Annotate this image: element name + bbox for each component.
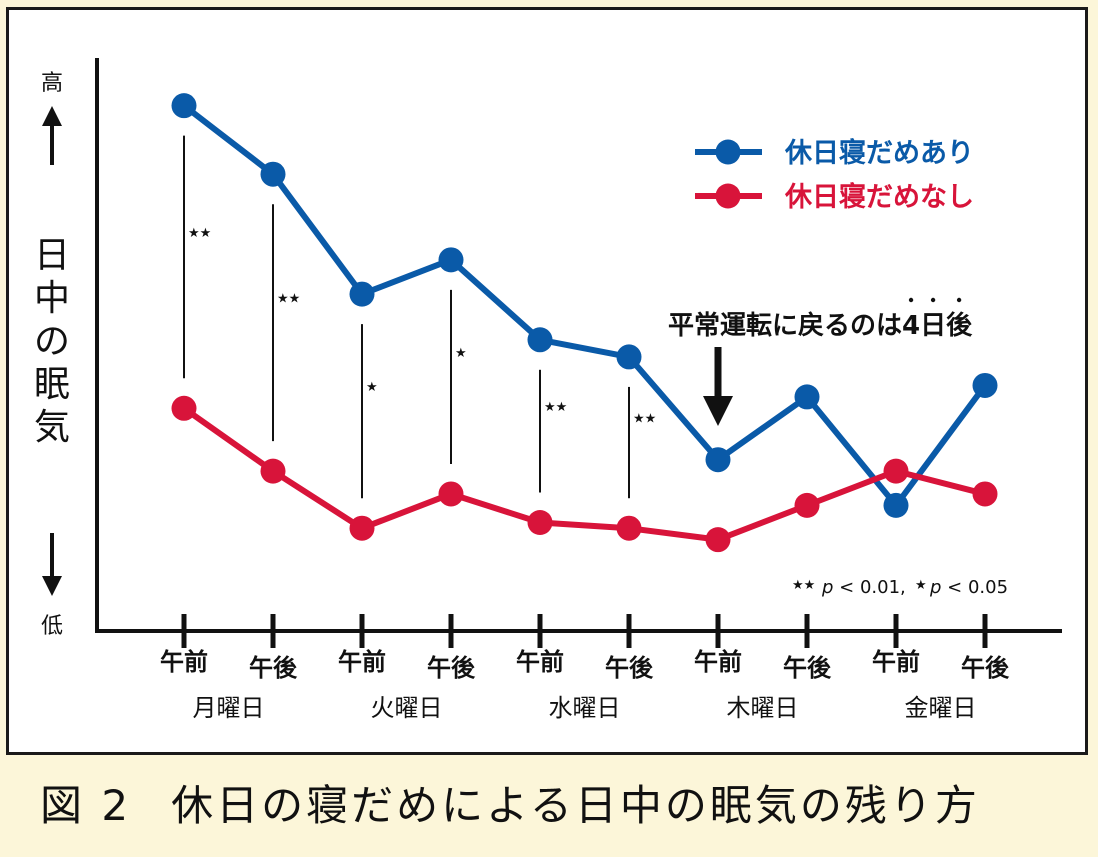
figure-title: 休日の寝だめによる日中の眠気の残り方 xyxy=(171,781,980,830)
y-high-label: 高 xyxy=(41,71,63,96)
series-1-point xyxy=(171,93,197,119)
down-arrow-icon xyxy=(42,576,62,596)
series-1-point xyxy=(883,492,909,518)
significance-mark: ★ xyxy=(366,380,378,395)
series-line-1 xyxy=(182,103,988,509)
x-tick-label: 午前 xyxy=(338,648,386,676)
x-tick-label: 午後 xyxy=(605,654,654,682)
annotation-arrow-icon xyxy=(703,396,733,426)
x-tick-label: 午後 xyxy=(961,654,1010,682)
y-axis-label-char: 気 xyxy=(34,407,70,448)
legend-swatch-marker xyxy=(715,139,741,165)
figure-caption: 図 2 休日の寝だめによる日中の眠気の残り方 xyxy=(40,772,980,833)
series-1-point xyxy=(705,447,731,473)
note-double-mark: ★★ xyxy=(792,578,815,593)
series-2-point xyxy=(171,395,197,421)
series-2-point xyxy=(705,527,731,553)
series-2-point xyxy=(616,515,642,541)
x-tick-label: 午前 xyxy=(872,648,920,676)
note-single-text: p < 0.05 xyxy=(929,577,1008,598)
series-1-point xyxy=(794,384,820,410)
note-double-text: p < 0.01, xyxy=(821,577,906,598)
x-day-label: 木曜日 xyxy=(727,694,799,722)
legend-swatch-marker xyxy=(715,183,741,209)
significance-mark: ★ xyxy=(455,346,467,361)
significance-mark: ★★ xyxy=(277,292,300,307)
emphasis-dot xyxy=(908,297,914,303)
up-arrow-icon xyxy=(42,106,62,126)
series-line-2 xyxy=(182,405,986,543)
significance-mark: ★★ xyxy=(188,226,211,241)
x-tick-label: 午前 xyxy=(694,648,742,676)
y-axis-label-char: 中 xyxy=(34,278,70,319)
series-1-point xyxy=(527,327,553,353)
series-2-point xyxy=(794,492,820,518)
x-day-label: 金曜日 xyxy=(905,694,977,722)
x-tick-label: 午前 xyxy=(516,648,564,676)
series-2-point xyxy=(438,481,464,507)
series-2-point xyxy=(349,515,375,541)
x-tick-label: 午前 xyxy=(160,648,208,676)
y-axis-label-char: 日 xyxy=(34,235,70,276)
y-low-label: 低 xyxy=(41,614,63,639)
series-1-point xyxy=(616,344,642,370)
emphasis-dot xyxy=(930,297,936,303)
x-tick-label: 午後 xyxy=(249,654,298,682)
y-axis-label-char: 眠 xyxy=(34,364,70,405)
figure-number: 図 2 xyxy=(40,781,132,830)
series-1-point xyxy=(972,372,998,398)
series-2-point xyxy=(972,481,998,507)
y-axis-label-char: の xyxy=(34,321,70,362)
significance-mark: ★★ xyxy=(544,400,567,415)
series-2-point xyxy=(260,458,286,484)
x-day-label: 水曜日 xyxy=(549,694,621,722)
series-2-point xyxy=(527,510,553,536)
x-day-label: 火曜日 xyxy=(371,694,443,722)
x-tick-label: 午後 xyxy=(427,654,476,682)
emphasis-dot xyxy=(956,297,962,303)
note-single-mark: ★ xyxy=(915,578,927,593)
legend-label: 休日寝だめなし xyxy=(784,181,974,213)
x-day-label: 月曜日 xyxy=(193,694,265,722)
series-1-point xyxy=(349,281,375,307)
annotation-text: 平常運転に戻るのは4日後 xyxy=(668,310,973,341)
legend-label: 休日寝だめあり xyxy=(784,137,974,169)
x-tick-label: 午後 xyxy=(783,654,832,682)
series-2-point xyxy=(883,458,909,484)
series-1-point xyxy=(438,247,464,273)
significance-mark: ★★ xyxy=(633,412,656,427)
series-1-point xyxy=(260,161,286,187)
